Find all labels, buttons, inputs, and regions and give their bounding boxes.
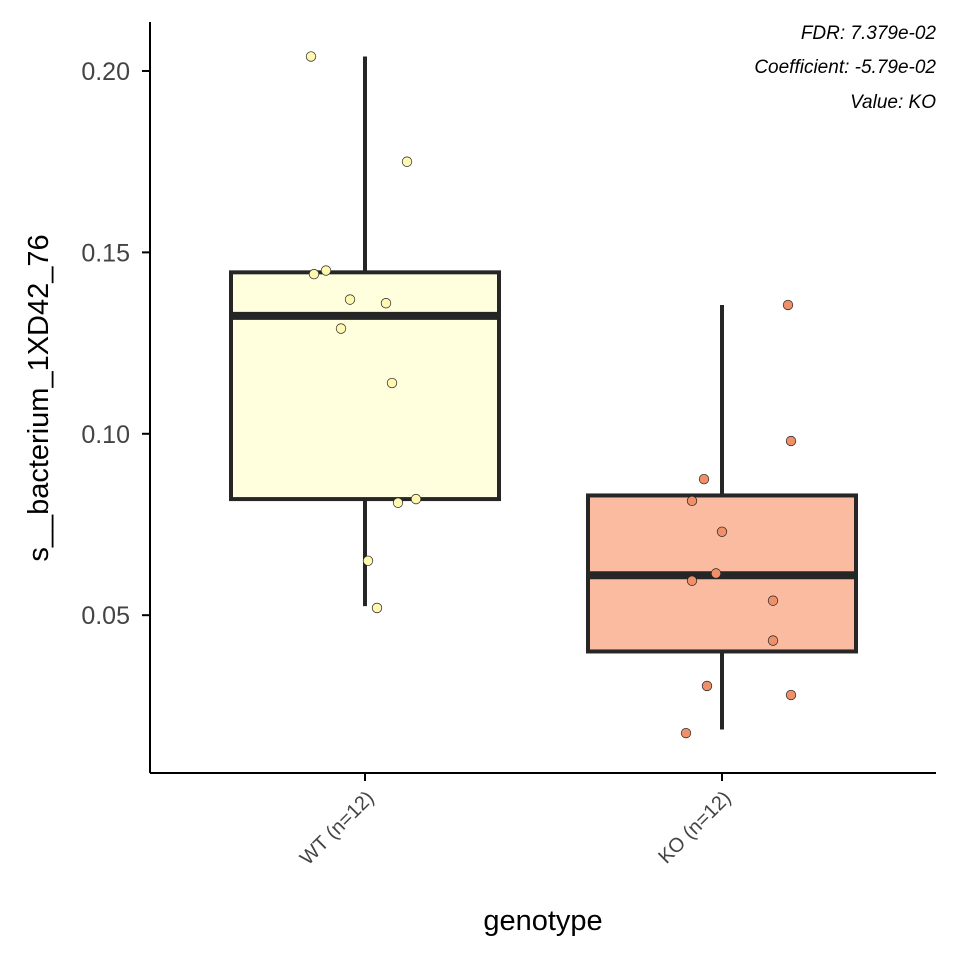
y-tick-label: 0.05 (81, 602, 130, 630)
data-point (680, 727, 692, 739)
y-tick-label: 0.15 (81, 239, 130, 267)
data-point (710, 568, 722, 579)
annotation-value: Value: KO (850, 92, 936, 113)
data-point (785, 689, 797, 701)
data-point (380, 298, 392, 309)
data-point (392, 497, 404, 508)
data-point (785, 435, 797, 447)
x-axis-title: genotype (483, 905, 602, 937)
y-axis-ticks: 0.05 0.10 0.15 0.20 (81, 58, 150, 630)
data-point (305, 51, 317, 62)
data-point (401, 156, 413, 167)
y-tick-label: 0.20 (81, 58, 130, 86)
data-point (782, 299, 794, 311)
data-point (320, 265, 332, 276)
data-point (767, 595, 779, 606)
data-point (308, 268, 320, 280)
data-point (335, 323, 347, 334)
data-point (686, 495, 698, 507)
annotation-coefficient: Coefficient: -5.79e-02 (754, 57, 936, 78)
data-point (767, 635, 779, 646)
data-point (371, 602, 383, 614)
box (229, 270, 501, 502)
y-axis-title: s__bacterium_1XD42_76 (23, 234, 55, 561)
data-point (386, 377, 398, 389)
group-ko (586, 299, 858, 739)
x-tick-label: KO (n=12) (654, 787, 735, 868)
data-point (362, 555, 374, 566)
x-tick-label: WT (n=12) (296, 787, 378, 869)
data-point (716, 526, 728, 537)
group-wt (229, 51, 501, 614)
data-point (410, 493, 422, 505)
data-point (698, 473, 710, 485)
data-point (686, 575, 698, 586)
data-point (344, 294, 356, 305)
data-point (701, 680, 713, 692)
plot-area (229, 51, 858, 739)
annotation-fdr: FDR: 7.379e-02 (801, 23, 937, 44)
x-axis-ticks: WT (n=12) KO (n=12) (296, 773, 736, 869)
y-tick-label: 0.10 (81, 421, 130, 449)
